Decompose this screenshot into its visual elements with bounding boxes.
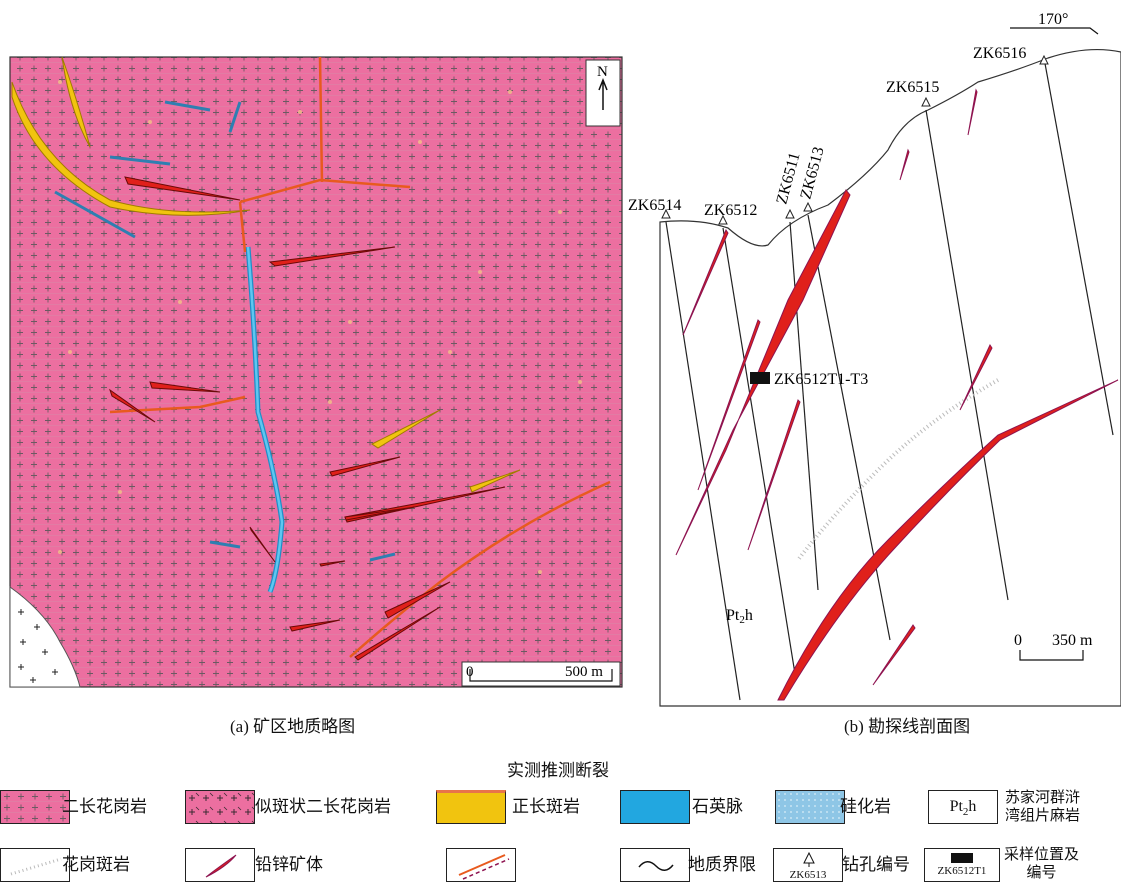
legend-swatch-silicified <box>775 790 845 824</box>
syenite-dikes <box>11 56 521 493</box>
legend-swatch-monzogranite <box>0 790 70 824</box>
legend-swatch-granite-porphyry <box>0 848 70 882</box>
map-scale-zero: 0 <box>466 664 474 680</box>
legend-label: 钻孔编号 <box>842 855 910 874</box>
borehole-label: ZK6516 <box>973 45 1026 62</box>
map-caption: (a) 矿区地质略图 <box>230 717 356 736</box>
section-caption: (b) 勘探线剖面图 <box>844 717 971 736</box>
azimuth-arrow-icon <box>1010 27 1099 35</box>
legend-label: 花岗斑岩 <box>62 855 130 874</box>
legend-swatch-syenite <box>436 790 506 824</box>
geologic-map: N 0 500 m <box>9 56 623 688</box>
legend-swatch-quartz <box>620 790 690 824</box>
legend-swatch-pt2h: Pt2h <box>928 790 998 824</box>
legend-swatch-boundary <box>620 848 690 882</box>
azimuth-label: 170° <box>1038 11 1068 28</box>
silicified-veins <box>54 100 396 562</box>
legend-label: 硅化岩 <box>840 797 891 816</box>
borehole-label: ZK6515 <box>886 79 939 96</box>
legend-swatch-borehole: ZK6513 <box>773 848 843 882</box>
porphyry-dike <box>796 378 999 562</box>
map-scale-box <box>461 661 621 687</box>
borehole-label: ZK6513 <box>797 145 827 201</box>
section-scale-value: 350 m <box>1052 632 1093 649</box>
map-scale-value: 500 m <box>565 664 603 680</box>
north-arrow-icon <box>598 77 608 110</box>
north-label: N <box>597 64 608 80</box>
legend-label: 石英脉 <box>692 797 743 816</box>
legend-label: 似斑状二长花岗岩 <box>255 797 391 816</box>
sample-label: ZK6512T1-T3 <box>774 371 868 388</box>
legend-label: 铅锌矿体 <box>255 855 323 874</box>
map-frame <box>9 56 623 688</box>
legend-swatch-sample: ZK6512T1 <box>924 848 1000 882</box>
borehole-label: ZK6512 <box>704 202 757 219</box>
legend-label: 正长斑岩 <box>512 797 580 816</box>
sample-marker <box>750 372 770 384</box>
legend-label: 苏家河群浒 湾组片麻岩 <box>1005 790 1081 824</box>
legend-label: 采样位置及 编号 <box>1004 847 1080 881</box>
legend-title: 实测推测断裂 <box>507 761 609 780</box>
legend-label: 地质界限 <box>688 855 756 874</box>
porphyritic-granite-area <box>9 586 81 688</box>
unit-label: Pt2h <box>726 607 753 626</box>
orebodies <box>109 176 506 661</box>
borehole-traces <box>665 57 1114 701</box>
section-scale-zero: 0 <box>1014 632 1022 649</box>
legend-swatch-lead-zinc <box>185 848 255 882</box>
cross-section: 170° ZK6514 ZK6512 ZK6511 ZK6513 ZK6515 … <box>628 11 1121 707</box>
faults <box>109 56 611 658</box>
borehole-label: ZK6514 <box>628 197 681 214</box>
section-frame <box>659 48 1121 707</box>
legend-label: 二长花岗岩 <box>62 797 147 816</box>
legend-swatch-fault <box>446 848 516 882</box>
legend-swatch-porphyritic <box>185 790 255 824</box>
